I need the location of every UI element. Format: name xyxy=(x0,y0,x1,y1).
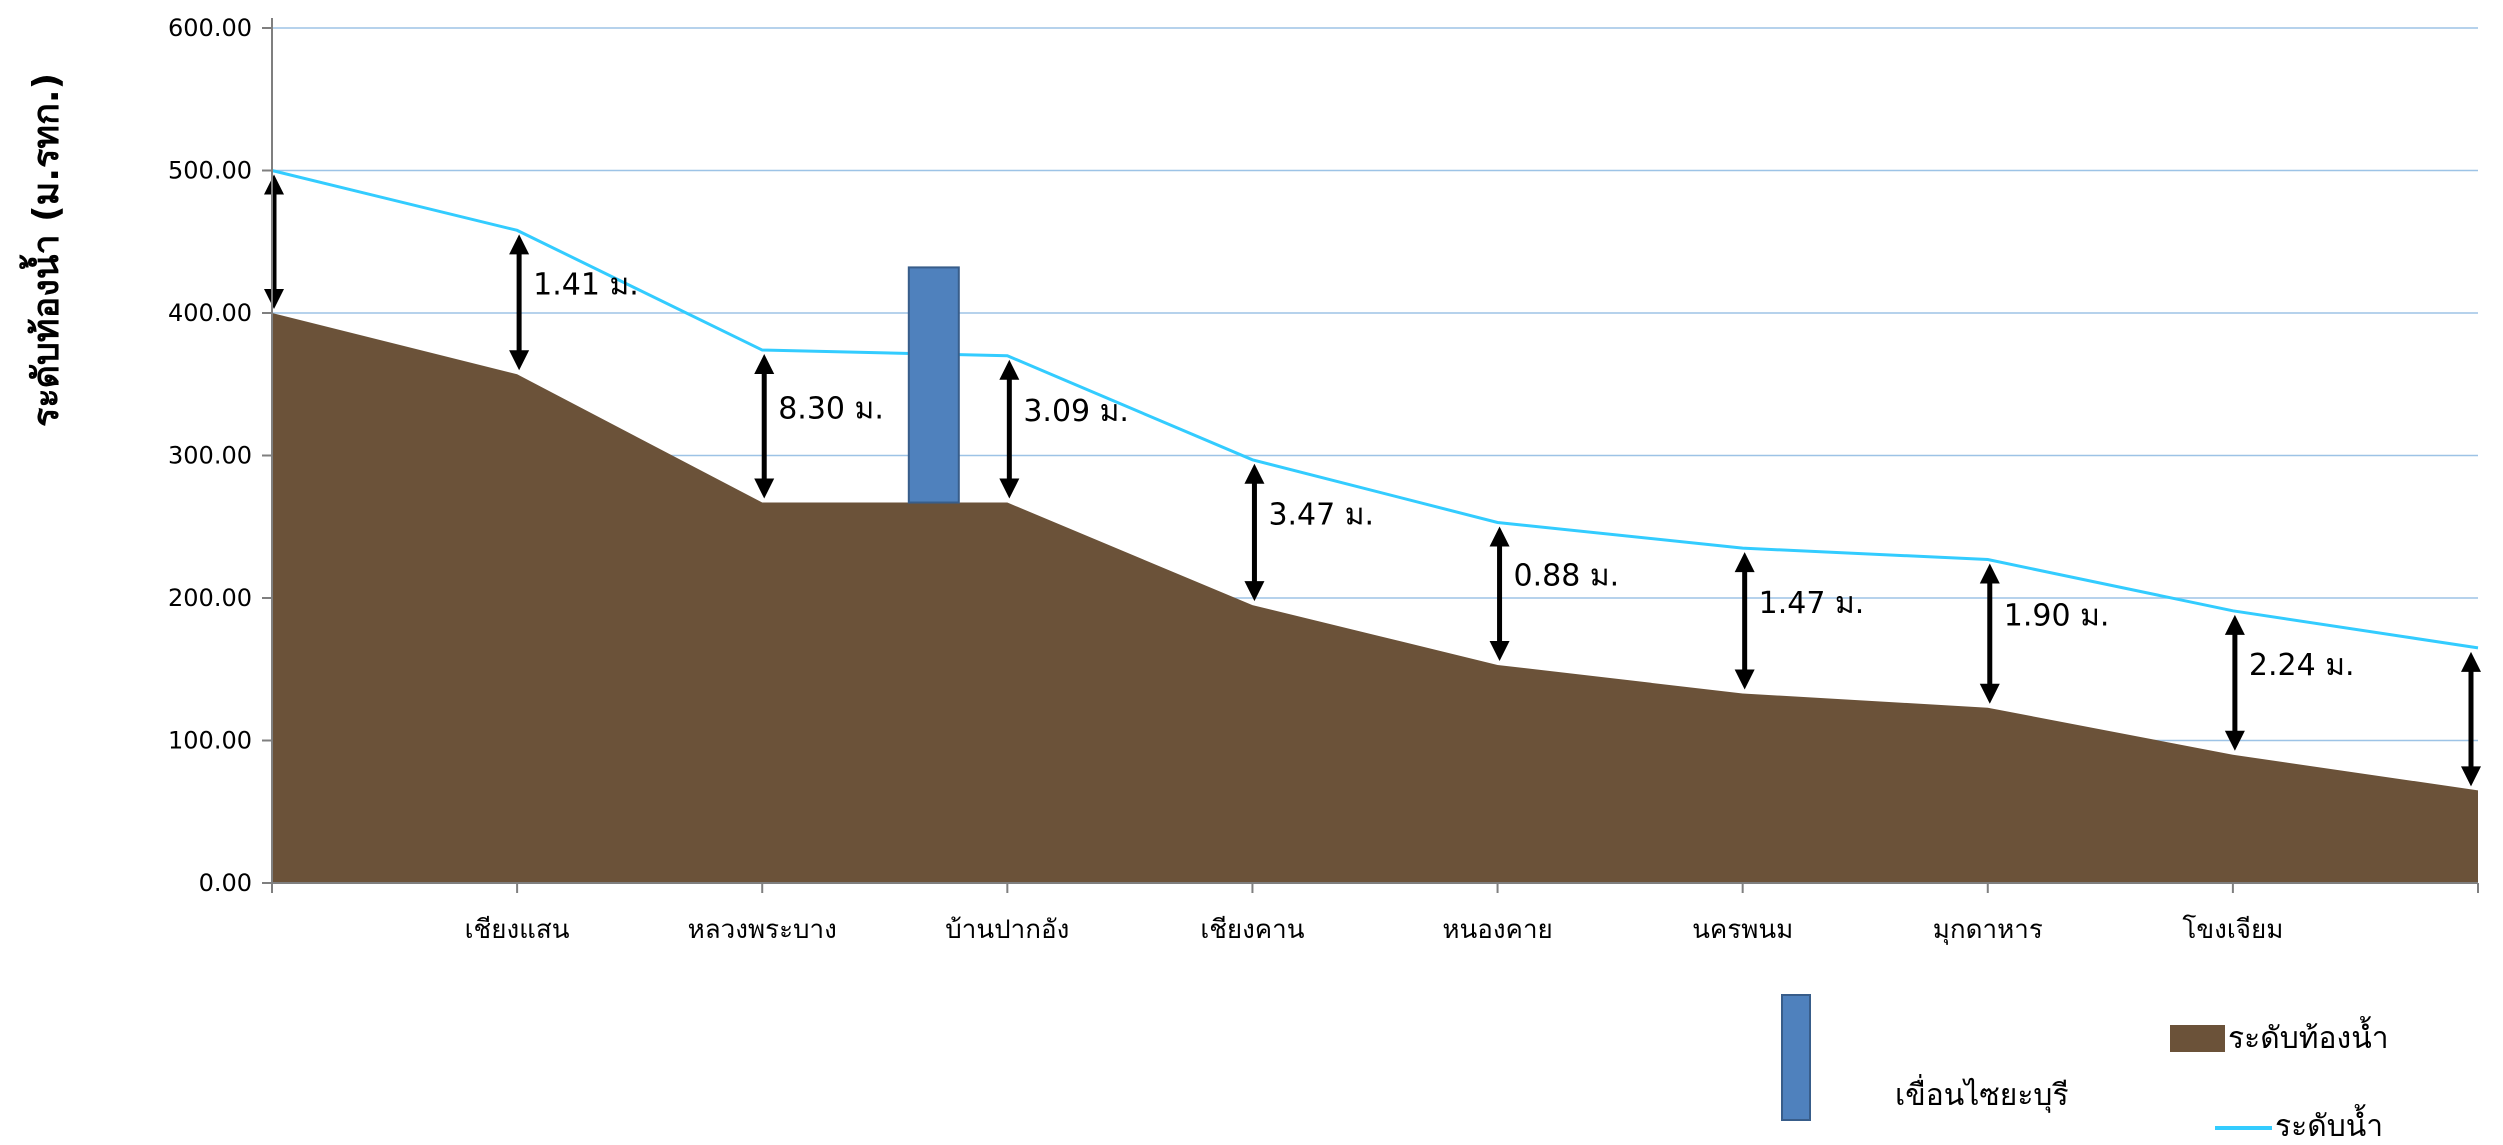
depth-arrowhead-bottom xyxy=(1489,640,1510,661)
dam-layer xyxy=(907,266,960,504)
x-tick-label: บ้านปากอัง xyxy=(945,915,1069,945)
x-tick-label: มุกดาหาร xyxy=(1933,915,2043,945)
depth-labels: 1.41 ม. 8.30 ม. 3.09 ม. 3.47 ม. 0.88 ม. 1.47 … xyxy=(533,267,2354,682)
riverbed-area xyxy=(272,313,2478,883)
depth-arrowhead-top xyxy=(2224,614,2245,635)
y-axis-title: ระดับท้องน้ำ (ม.รทก.) xyxy=(19,73,67,427)
depth-arrowhead-top xyxy=(999,359,1020,380)
depth-arrowhead-bottom xyxy=(1244,581,1265,602)
legend-riverbed-label: ระดับท้องน้ำ xyxy=(2228,1016,2389,1056)
depth-arrowhead-bottom xyxy=(2461,766,2481,787)
y-tick-label: 600.00 xyxy=(168,14,252,42)
x-tick-label: หลวงพระบาง xyxy=(688,915,837,945)
y-tick-label: 500.00 xyxy=(168,157,252,185)
x-tick-label: เชียงแสน xyxy=(465,915,570,945)
depth-arrowhead-top xyxy=(754,354,775,375)
x-tick-label: เชียงคาน xyxy=(1200,915,1304,945)
legend-riverbed-swatch xyxy=(2170,1025,2225,1052)
depth-arrowhead-bottom xyxy=(2224,730,2245,751)
y-tick-label: 0.00 xyxy=(199,869,252,897)
depth-label: 3.09 ม. xyxy=(1023,394,1129,429)
y-tick-label: 200.00 xyxy=(168,584,252,612)
depth-arrowhead-top xyxy=(2461,651,2481,672)
depth-arrowhead-top xyxy=(1489,526,1510,547)
legend-dam-label: เขื่อนไซยะบุรี xyxy=(1895,1074,2069,1114)
depth-arrowhead-bottom xyxy=(509,350,530,371)
depth-arrows-layer xyxy=(264,174,2481,787)
depth-arrowhead-top xyxy=(509,234,530,255)
dam-bar xyxy=(907,266,960,504)
depth-label: 0.88 ม. xyxy=(1514,559,1620,594)
depth-arrowhead-bottom xyxy=(1979,683,2000,704)
legend-dam-swatch xyxy=(1781,994,1811,1121)
x-tick-label: หนองคาย xyxy=(1442,915,1552,945)
x-tick-labels: เชียงแสน หลวงพระบาง บ้านปากอัง เชียงคาน หนอง… xyxy=(465,914,2284,945)
depth-label: 1.41 ม. xyxy=(533,267,639,302)
depth-label: 3.47 ม. xyxy=(1268,497,1374,532)
depth-arrowhead-top xyxy=(1244,463,1265,484)
water-level-line-layer xyxy=(271,169,2479,650)
legend-water-label: ระดับน้ำ xyxy=(2275,1104,2383,1141)
x-tick-label: นครพนม xyxy=(1692,915,1793,945)
depth-arrowhead-bottom xyxy=(754,478,775,499)
y-tick-labels: 0.00 100.00 200.00 300.00 400.00 500.00 600.00 xyxy=(168,14,252,897)
depth-arrowhead-bottom xyxy=(1734,669,1755,690)
depth-label: 1.90 ม. xyxy=(2004,599,2110,634)
depth-arrowhead-bottom xyxy=(264,289,284,309)
axes xyxy=(262,18,2479,893)
y-tick-label: 400.00 xyxy=(168,299,252,327)
depth-arrowhead-bottom xyxy=(999,478,1020,499)
y-tick-label: 300.00 xyxy=(168,442,252,470)
depth-arrowhead-top xyxy=(1979,563,2000,584)
depth-label: 1.47 ม. xyxy=(1759,586,1865,621)
depth-arrowhead-top xyxy=(1734,552,1755,573)
depth-arrowhead-top xyxy=(264,174,284,195)
riverbed-area-layer xyxy=(272,313,2478,883)
x-tick-label: โขงเจียม xyxy=(2182,914,2283,945)
water-level-line xyxy=(271,169,2479,650)
depth-label: 2.24 ม. xyxy=(2249,648,2355,683)
y-tick-label: 100.00 xyxy=(168,727,252,755)
depth-label: 8.30 ม. xyxy=(778,391,884,426)
